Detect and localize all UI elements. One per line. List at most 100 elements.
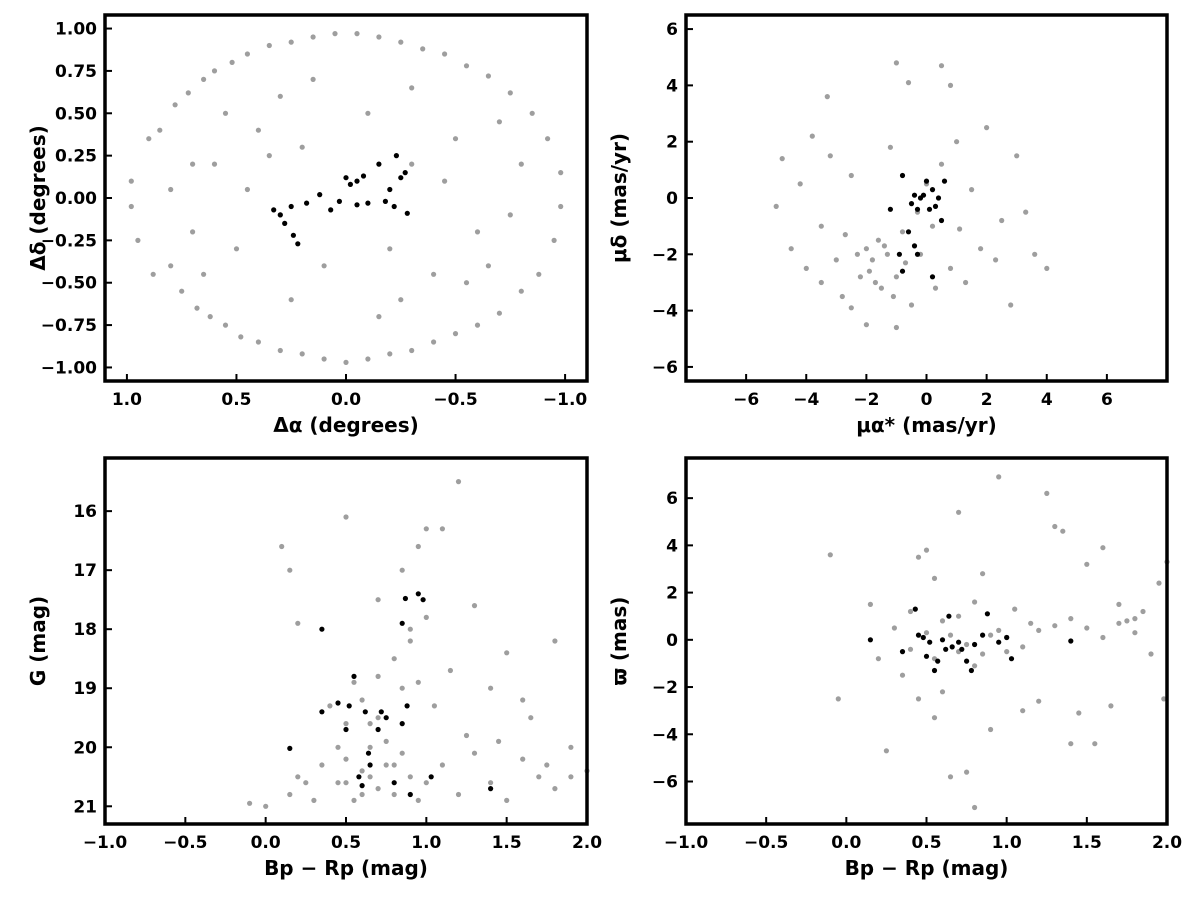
data-point <box>185 90 191 96</box>
data-point <box>1156 580 1162 586</box>
y-tick-label: 2 <box>666 133 678 153</box>
data-point <box>391 780 397 786</box>
data-point <box>1023 209 1029 215</box>
data-point <box>157 127 163 133</box>
data-point <box>367 774 373 780</box>
y-tick-label: −0.75 <box>41 316 97 336</box>
data-point <box>1032 251 1038 257</box>
data-point <box>168 186 174 193</box>
data-point <box>387 186 393 193</box>
data-point <box>929 274 936 280</box>
data-point <box>980 632 986 638</box>
data-point <box>222 322 229 328</box>
data-point <box>544 762 550 768</box>
data-point <box>378 709 384 715</box>
data-point <box>863 322 870 328</box>
data-point <box>1132 616 1138 622</box>
data-point <box>485 263 491 269</box>
data-point <box>485 73 491 79</box>
data-point <box>896 251 903 257</box>
data-point <box>496 310 502 316</box>
data-point <box>902 260 909 266</box>
data-point <box>255 339 261 345</box>
data-point <box>911 192 918 198</box>
scatter-panel-3: −1.0 −0.5 0.0 0.5 1.0 1.5 2.0 16 17 18 19 20 21 Bp − … <box>26 456 602 880</box>
data-point <box>356 774 362 780</box>
data-point <box>391 762 397 768</box>
member-stars-series <box>287 591 494 798</box>
x-tick-label: 0.5 <box>911 833 941 853</box>
data-point <box>1148 651 1154 657</box>
data-point <box>779 156 785 162</box>
data-point <box>908 302 915 308</box>
data-point <box>222 110 229 116</box>
data-point <box>288 297 294 303</box>
data-point <box>282 220 288 226</box>
data-point <box>343 721 349 727</box>
data-point <box>402 170 408 176</box>
plot-frame <box>684 13 1169 383</box>
data-point <box>939 689 946 695</box>
data-point <box>1020 644 1026 650</box>
data-point <box>956 509 962 515</box>
data-point <box>359 697 365 703</box>
y-tick-label: −2 <box>652 245 678 265</box>
data-point <box>824 94 830 100</box>
data-point <box>471 603 478 609</box>
data-point <box>956 613 962 619</box>
y-tick-label: −4 <box>652 302 678 322</box>
data-point <box>931 575 938 582</box>
data-point <box>375 673 381 680</box>
plot-frame <box>103 13 589 383</box>
data-point <box>211 161 218 167</box>
data-point <box>857 274 864 280</box>
data-point <box>988 726 994 733</box>
data-point <box>347 181 353 187</box>
data-point <box>146 136 152 142</box>
data-point <box>488 685 494 691</box>
data-point <box>1100 545 1106 551</box>
data-point <box>431 339 437 345</box>
data-point <box>943 646 949 652</box>
data-point <box>474 322 481 328</box>
data-point <box>949 644 955 650</box>
data-point <box>172 102 178 108</box>
data-point <box>1044 265 1050 271</box>
data-point <box>920 192 927 198</box>
data-point <box>558 203 564 210</box>
data-point <box>938 161 945 167</box>
data-point <box>343 726 349 733</box>
x-tick-label: −1.0 <box>83 833 128 853</box>
data-point <box>996 639 1002 645</box>
data-point <box>415 543 421 550</box>
x-tick-label: −0.5 <box>433 390 477 410</box>
data-point <box>872 279 879 286</box>
data-point <box>883 748 890 754</box>
field-stars-series <box>773 60 1050 331</box>
data-point <box>935 658 941 664</box>
data-point <box>409 161 415 167</box>
data-point <box>972 599 978 605</box>
data-point <box>375 597 381 603</box>
data-point <box>247 800 253 806</box>
data-point <box>399 620 405 626</box>
data-point <box>999 217 1005 224</box>
data-point <box>382 198 388 204</box>
y-axis-label: Δδ (degrees) <box>26 125 50 271</box>
x-tick-label: 0.5 <box>221 390 251 410</box>
data-point <box>518 161 524 167</box>
data-point <box>299 144 305 150</box>
x-tick-label: 1.0 <box>992 833 1022 853</box>
data-point <box>287 567 293 573</box>
data-point <box>335 780 341 786</box>
data-point <box>488 780 494 786</box>
data-point <box>996 627 1002 634</box>
x-tick-label: 2 <box>981 390 993 410</box>
data-point <box>399 750 405 756</box>
data-point <box>1068 741 1074 747</box>
data-point <box>988 632 994 638</box>
data-point <box>899 172 906 179</box>
data-point <box>319 626 325 632</box>
data-point <box>1036 627 1042 634</box>
